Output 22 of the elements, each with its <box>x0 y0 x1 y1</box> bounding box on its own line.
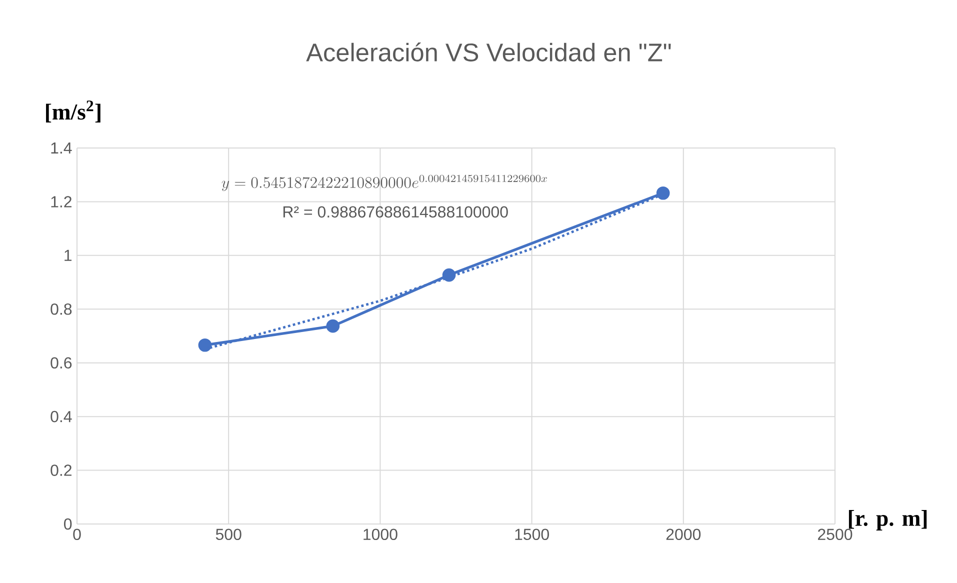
x-tick-label: 2500 <box>818 528 852 540</box>
x-tick-label: 2000 <box>666 528 701 540</box>
x-tick-label: 0 <box>73 528 81 540</box>
y-tick-label: 0.6 <box>50 357 72 369</box>
y-tick-label: 0 <box>64 518 72 530</box>
y-tick-label: 0.8 <box>50 303 72 315</box>
x-tick-label: 1500 <box>515 528 549 540</box>
y-tick-label: 1.2 <box>51 196 72 208</box>
x-tick-label: 1000 <box>364 528 398 540</box>
annotation: R² = 0.98867688614588100000 <box>283 206 508 218</box>
annotation: $y = 0.5451872422210890000e^{0.00042145915411229600x}$ <box>222 174 547 192</box>
point <box>442 268 456 282</box>
chart-title: Aceleración VS Velocidad en "Z" <box>306 42 671 62</box>
point <box>656 186 670 200</box>
point <box>326 319 340 333</box>
y-tick-label: 0.2 <box>50 464 72 476</box>
y-tick-label: 1.4 <box>51 142 72 154</box>
y-tick-label: 1 <box>64 250 72 261</box>
y-tick-label: 0.4 <box>50 410 72 422</box>
y-axis-title: [m/s$^{2}$] <box>46 100 100 122</box>
x-tick-label: 500 <box>216 528 242 540</box>
point <box>198 338 212 352</box>
